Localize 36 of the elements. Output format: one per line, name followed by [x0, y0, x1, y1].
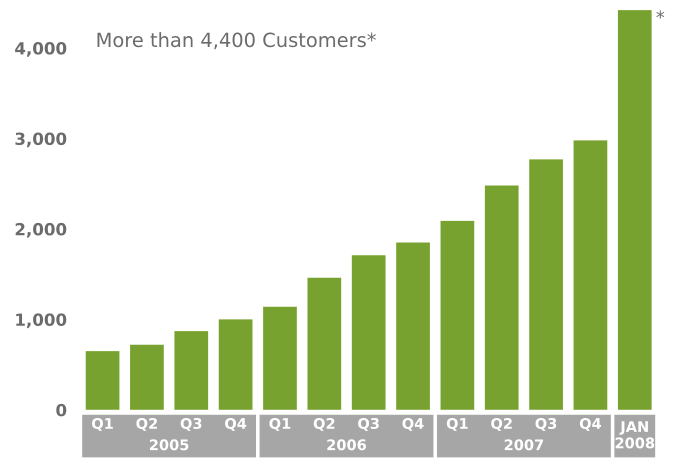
bar [352, 255, 386, 410]
annotation: * [656, 10, 664, 19]
bar [307, 278, 342, 410]
text: 2006 [327, 439, 366, 450]
x-tick-label: Q2 [491, 418, 512, 431]
y-tick-label: 0 [56, 404, 66, 416]
bar [396, 242, 430, 410]
bar [218, 319, 252, 410]
text: 2005 [150, 439, 188, 450]
x-tick-label: Q4 [402, 418, 424, 431]
bar [574, 140, 608, 410]
x-tick-label: Q4 [580, 418, 602, 431]
x-tick-label: Q2 [136, 418, 157, 431]
bar [130, 344, 164, 410]
x-tick-label: Q1 [92, 418, 113, 431]
bar [440, 220, 474, 410]
x-tick-label: Q1 [446, 418, 468, 431]
y-tick-label: 3,000 [15, 132, 66, 148]
bar [174, 331, 208, 410]
bar [618, 10, 652, 410]
x-tick-label: Q2 [314, 418, 334, 431]
bar [484, 186, 519, 410]
y-tick-label: 2,000 [16, 222, 66, 238]
text: More than 4,400 Customers* [98, 32, 376, 50]
x-tick-label: Q1 [269, 418, 290, 431]
bar [263, 306, 297, 410]
bar [86, 351, 120, 410]
text: 2007 [504, 439, 544, 450]
x-tick-label: JAN 2008 [616, 421, 654, 448]
x-tick-label: Q3 [536, 418, 556, 431]
y-tick-label: 1,000 [16, 313, 66, 328]
x-tick-label: Q3 [358, 418, 379, 431]
bar [529, 159, 563, 410]
x-tick-label: Q4 [225, 418, 246, 431]
y-tick-label: 4,000 [15, 42, 66, 57]
x-tick-label: Q3 [180, 418, 202, 431]
